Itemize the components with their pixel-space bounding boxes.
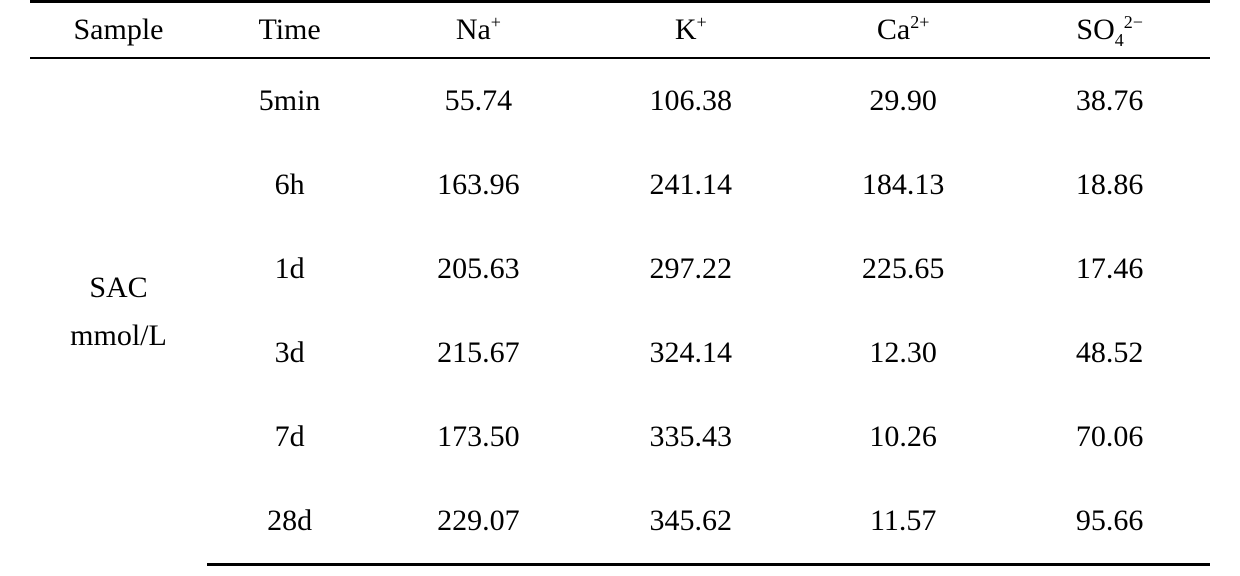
cell-na: 55.74	[372, 58, 584, 143]
cell-ca: 225.65	[797, 227, 1009, 311]
cell-so4: 18.86	[1009, 143, 1210, 227]
cell-ca: 184.13	[797, 143, 1009, 227]
cell-ca: 12.30	[797, 311, 1009, 395]
na-sup: +	[491, 12, 501, 32]
cell-time: 7d	[207, 395, 372, 479]
cell-k: 324.14	[585, 311, 797, 395]
cell-ca: 10.26	[797, 395, 1009, 479]
col-header-na: Na+	[372, 2, 584, 59]
col-header-k: K+	[585, 2, 797, 59]
cell-na: 163.96	[372, 143, 584, 227]
cell-na: 205.63	[372, 227, 584, 311]
table-header-row: Sample Time Na+ K+ Ca2+ SO42−	[30, 2, 1210, 59]
ca-sup: 2+	[910, 12, 929, 32]
sample-cell: SAC mmol/L	[30, 58, 207, 565]
col-header-time: Time	[207, 2, 372, 59]
k-base: K	[675, 13, 697, 46]
cell-time: 5min	[207, 58, 372, 143]
cell-so4: 70.06	[1009, 395, 1210, 479]
cell-na: 215.67	[372, 311, 584, 395]
k-sup: +	[697, 12, 707, 32]
cell-ca: 29.90	[797, 58, 1009, 143]
sample-label-line2: mmol/L	[30, 312, 207, 360]
table-row: SAC mmol/L 5min 55.74 106.38 29.90 38.76	[30, 58, 1210, 143]
cell-so4: 38.76	[1009, 58, 1210, 143]
cell-k: 106.38	[585, 58, 797, 143]
col-header-sample: Sample	[30, 2, 207, 59]
so4-base: SO	[1076, 13, 1114, 46]
table-row: 6h 163.96 241.14 184.13 18.86	[30, 143, 1210, 227]
cell-na: 229.07	[372, 479, 584, 565]
cell-k: 335.43	[585, 395, 797, 479]
cell-k: 345.62	[585, 479, 797, 565]
cell-so4: 95.66	[1009, 479, 1210, 565]
col-header-ca: Ca2+	[797, 2, 1009, 59]
cell-so4: 17.46	[1009, 227, 1210, 311]
ca-base: Ca	[877, 13, 910, 46]
sample-label-line1: SAC	[30, 264, 207, 312]
table-row: 1d 205.63 297.22 225.65 17.46	[30, 227, 1210, 311]
table-row: 7d 173.50 335.43 10.26 70.06	[30, 395, 1210, 479]
table-row: 3d 215.67 324.14 12.30 48.52	[30, 311, 1210, 395]
cell-ca: 11.57	[797, 479, 1009, 565]
table-row: 28d 229.07 345.62 11.57 95.66	[30, 479, 1210, 565]
cell-k: 241.14	[585, 143, 797, 227]
data-table-container: Sample Time Na+ K+ Ca2+ SO42− SAC	[0, 0, 1240, 566]
na-base: Na	[456, 13, 491, 46]
cell-k: 297.22	[585, 227, 797, 311]
cell-so4: 48.52	[1009, 311, 1210, 395]
cell-time: 3d	[207, 311, 372, 395]
cell-na: 173.50	[372, 395, 584, 479]
so4-sup: 2−	[1124, 12, 1143, 32]
col-header-so4: SO42−	[1009, 2, 1210, 59]
so4-sub: 4	[1115, 30, 1124, 50]
cell-time: 6h	[207, 143, 372, 227]
cell-time: 1d	[207, 227, 372, 311]
data-table: Sample Time Na+ K+ Ca2+ SO42− SAC	[30, 0, 1210, 566]
cell-time: 28d	[207, 479, 372, 565]
